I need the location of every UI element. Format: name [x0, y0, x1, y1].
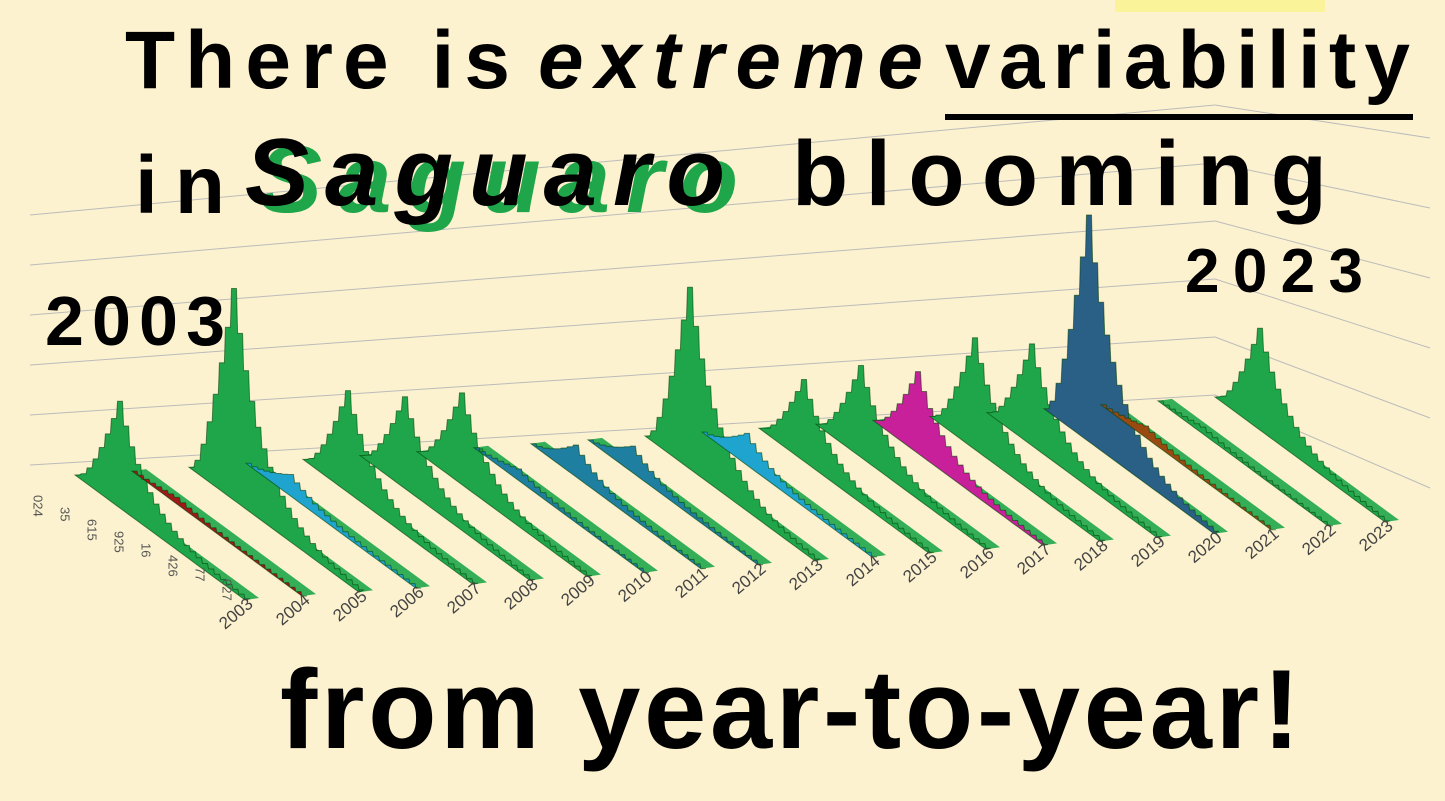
bloom-ridge: [187, 288, 365, 593]
x-tick-label: 2005: [329, 586, 370, 625]
ridges: [73, 214, 1391, 601]
x-tick-label: 2012: [728, 559, 769, 598]
title-shadow: Saguaro: [258, 126, 738, 233]
bloom-ridge: [871, 371, 1049, 546]
grid-line: [29, 220, 1216, 316]
bloom-ridge: [586, 439, 764, 566]
depth-label: 027: [220, 579, 235, 601]
title-part: in: [135, 140, 225, 231]
x-tick-label: 2018: [1070, 536, 1111, 575]
grid-line: [1214, 278, 1431, 349]
subtitle: from year-to-year!: [280, 647, 1300, 772]
x-tick-label: 2009: [557, 571, 598, 610]
bloom-ridge: [928, 337, 1106, 543]
bloom-ridge: [757, 379, 935, 554]
x-tick-label: 2011: [671, 564, 711, 602]
grid-line: [1214, 220, 1431, 279]
bloom-ridge: [472, 447, 650, 574]
depth-label: 16: [139, 543, 154, 557]
title-part: There is: [125, 15, 510, 106]
bloom-ridge: [415, 392, 593, 578]
x-tick-label: 2006: [386, 582, 427, 621]
x-tick-label: 2021: [1241, 524, 1282, 563]
bloom-ridge: [130, 470, 308, 597]
x-tick-label: 2004: [272, 590, 313, 629]
highlight: [1115, 0, 1325, 12]
depth-label: 426: [166, 555, 181, 577]
title-saguaro: Saguaro: [245, 119, 725, 226]
bloom-ridge: [643, 286, 821, 562]
bloom-ridge: [301, 390, 479, 585]
grid-line: [1214, 162, 1431, 209]
x-tick-label: 2008: [500, 575, 541, 614]
title-part: blooming: [792, 123, 1327, 225]
bloom-ridge: [700, 431, 878, 558]
x-tick-label: 2014: [842, 551, 883, 590]
bloom-ridge: [1156, 400, 1334, 527]
x-tick-label: 2016: [956, 543, 997, 582]
annotation: 2003: [45, 282, 225, 360]
bloom-ridge: [1099, 404, 1277, 531]
x-tick-label: 2017: [1013, 540, 1054, 579]
x-tick-label: 2019: [1127, 532, 1168, 571]
x-tick-label: 2010: [614, 567, 655, 606]
depth-label: 77: [193, 567, 208, 581]
grid-line: [1214, 104, 1431, 139]
x-tick-label: 2015: [899, 547, 940, 586]
depth-label: 925: [112, 531, 127, 553]
title-emphasis: extreme: [538, 15, 923, 106]
title-underlined: variability: [945, 15, 1410, 106]
bloom-ridge: [985, 343, 1163, 539]
grid-line: [29, 162, 1216, 266]
bloom-ridge: [529, 443, 707, 570]
x-tick-label: 2020: [1184, 528, 1225, 567]
bloom-ridge: [1213, 327, 1391, 523]
x-tick-label: 2023: [1355, 516, 1396, 555]
bloom-ridge: [358, 396, 536, 582]
x-tick-label: 2007: [443, 579, 484, 618]
bloom-ridge: [1042, 214, 1220, 535]
bloom-ridge: [244, 462, 422, 589]
depth-label: 024: [31, 495, 46, 517]
grid-line: [29, 104, 1216, 216]
depth-label: 35: [58, 507, 73, 521]
bloom-ridge: [73, 400, 251, 601]
bloom-ridge: [814, 365, 992, 550]
annotation: 2023: [1185, 237, 1363, 306]
x-tick-label: 2022: [1298, 520, 1339, 559]
x-tick-label: 2013: [785, 555, 826, 594]
depth-label: 615: [85, 519, 100, 541]
